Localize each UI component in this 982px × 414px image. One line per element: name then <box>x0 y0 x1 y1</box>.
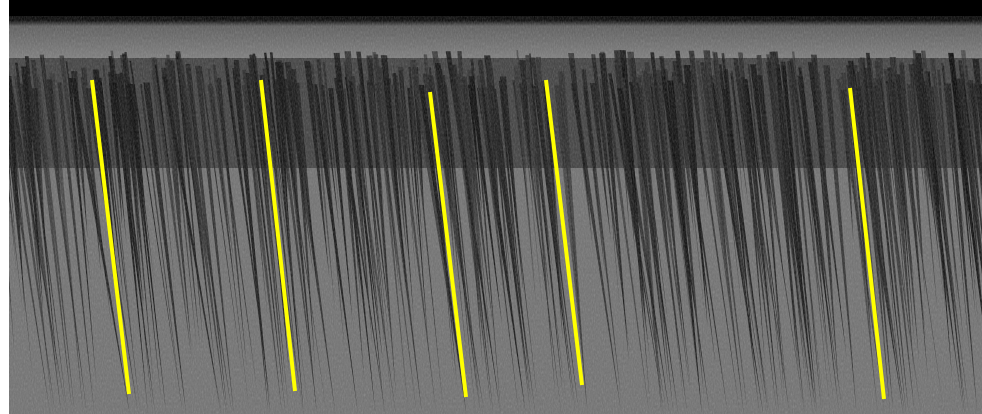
overlay-line <box>544 79 584 386</box>
top-black-bar <box>9 0 982 16</box>
yellow-overlay-lines <box>90 79 886 400</box>
noise-texture <box>9 16 982 414</box>
overlay-line <box>259 79 297 392</box>
streak-image <box>9 0 982 414</box>
overlay-line <box>90 79 131 395</box>
overlay-line <box>848 87 886 400</box>
overlay-line <box>428 91 468 398</box>
